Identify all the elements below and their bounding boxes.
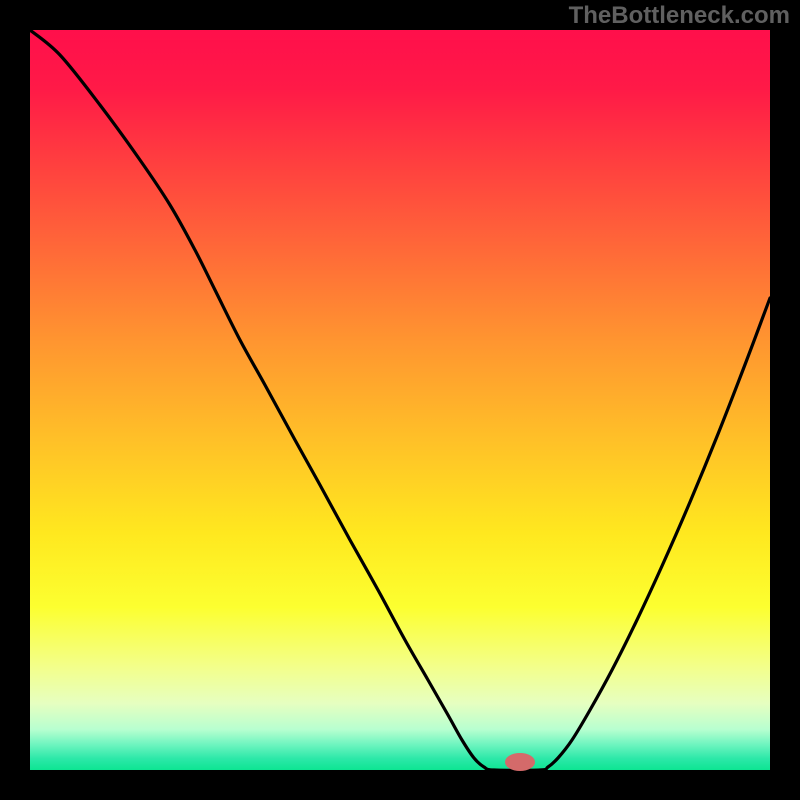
watermark-text: TheBottleneck.com: [569, 2, 790, 30]
optimal-marker: [505, 753, 535, 771]
plot-area: [30, 30, 770, 770]
bottleneck-chart: [0, 0, 800, 800]
